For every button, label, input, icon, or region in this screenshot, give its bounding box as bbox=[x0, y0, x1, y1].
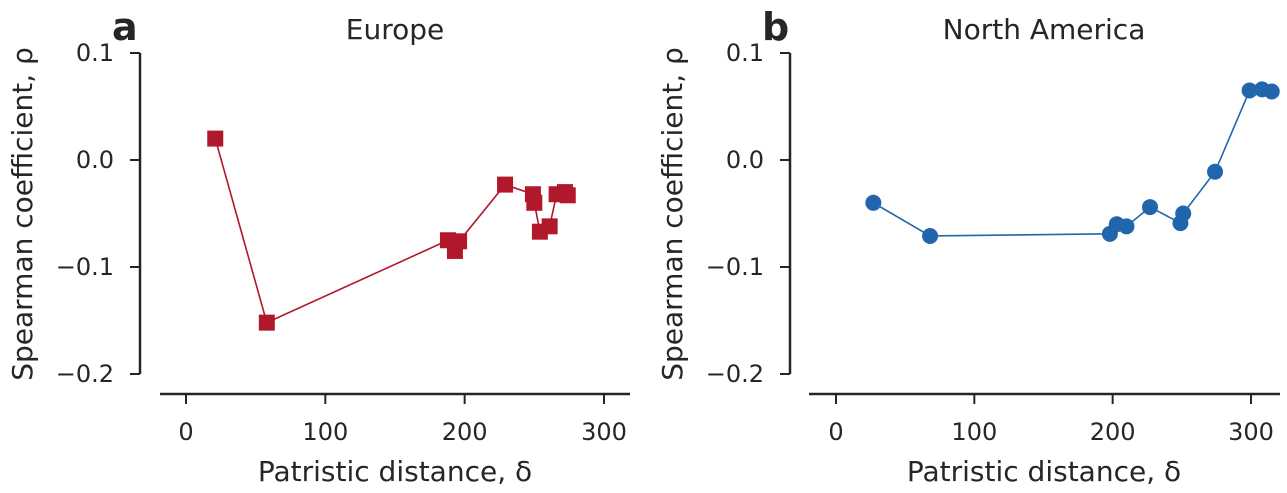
data-point bbox=[1241, 82, 1258, 99]
series-group bbox=[865, 81, 1280, 244]
series-group bbox=[207, 130, 576, 331]
y-ticks: −0.2 −0.1 0.0 0.1 bbox=[56, 39, 140, 388]
x-tick-label: 300 bbox=[1228, 418, 1274, 446]
chart-title: North America bbox=[943, 13, 1146, 46]
data-point bbox=[207, 130, 224, 147]
y-axis-label: Spearman coefficient, ρ bbox=[656, 47, 689, 381]
data-point bbox=[1207, 163, 1224, 180]
data-point bbox=[526, 194, 543, 211]
chart-title: Europe bbox=[346, 13, 444, 46]
data-point bbox=[1118, 218, 1135, 235]
x-tick-label: 200 bbox=[442, 418, 488, 446]
data-point bbox=[865, 194, 882, 211]
x-ticks: 0 100 200 300 bbox=[178, 394, 627, 446]
data-point bbox=[497, 176, 514, 193]
series-line bbox=[214, 138, 569, 324]
y-tick-label: −0.2 bbox=[706, 360, 764, 388]
data-point bbox=[1263, 83, 1280, 100]
data-point bbox=[1142, 199, 1159, 216]
panel-letter: a bbox=[112, 5, 138, 49]
y-axis-label: Spearman coefficient, ρ bbox=[6, 47, 39, 381]
y-tick-label: 0.0 bbox=[726, 146, 764, 174]
y-tick-label: −0.1 bbox=[706, 253, 764, 281]
data-point bbox=[258, 314, 275, 331]
data-point bbox=[1175, 205, 1192, 222]
x-tick-label: 100 bbox=[302, 418, 348, 446]
y-tick-label: 0.0 bbox=[76, 146, 114, 174]
series-line bbox=[872, 88, 1272, 237]
x-tick-label: 100 bbox=[951, 418, 997, 446]
x-tick-label: 0 bbox=[828, 418, 843, 446]
y-tick-label: 0.1 bbox=[76, 39, 114, 67]
data-point bbox=[541, 218, 558, 235]
x-tick-label: 0 bbox=[178, 418, 193, 446]
panel-letter: b bbox=[762, 5, 789, 49]
chart-panel-north-america: b North America −0.2 −0.1 0.0 0.1 0 100 200 30… bbox=[656, 5, 1280, 488]
data-point bbox=[922, 227, 939, 244]
x-axis-label: Patristic distance, δ bbox=[258, 455, 532, 488]
data-point bbox=[451, 233, 468, 250]
x-ticks: 0 100 200 300 bbox=[828, 394, 1274, 446]
y-tick-label: −0.2 bbox=[56, 360, 114, 388]
x-axis-label: Patristic distance, δ bbox=[907, 455, 1181, 488]
x-tick-label: 300 bbox=[581, 418, 627, 446]
y-tick-label: −0.1 bbox=[56, 253, 114, 281]
data-point bbox=[559, 187, 576, 204]
y-ticks: −0.2 −0.1 0.0 0.1 bbox=[706, 39, 790, 388]
chart-panel-europe: a Europe −0.2 −0.1 0.0 0.1 0 100 200 300 Spear… bbox=[6, 5, 630, 488]
x-tick-label: 200 bbox=[1090, 418, 1136, 446]
y-tick-label: 0.1 bbox=[726, 39, 764, 67]
